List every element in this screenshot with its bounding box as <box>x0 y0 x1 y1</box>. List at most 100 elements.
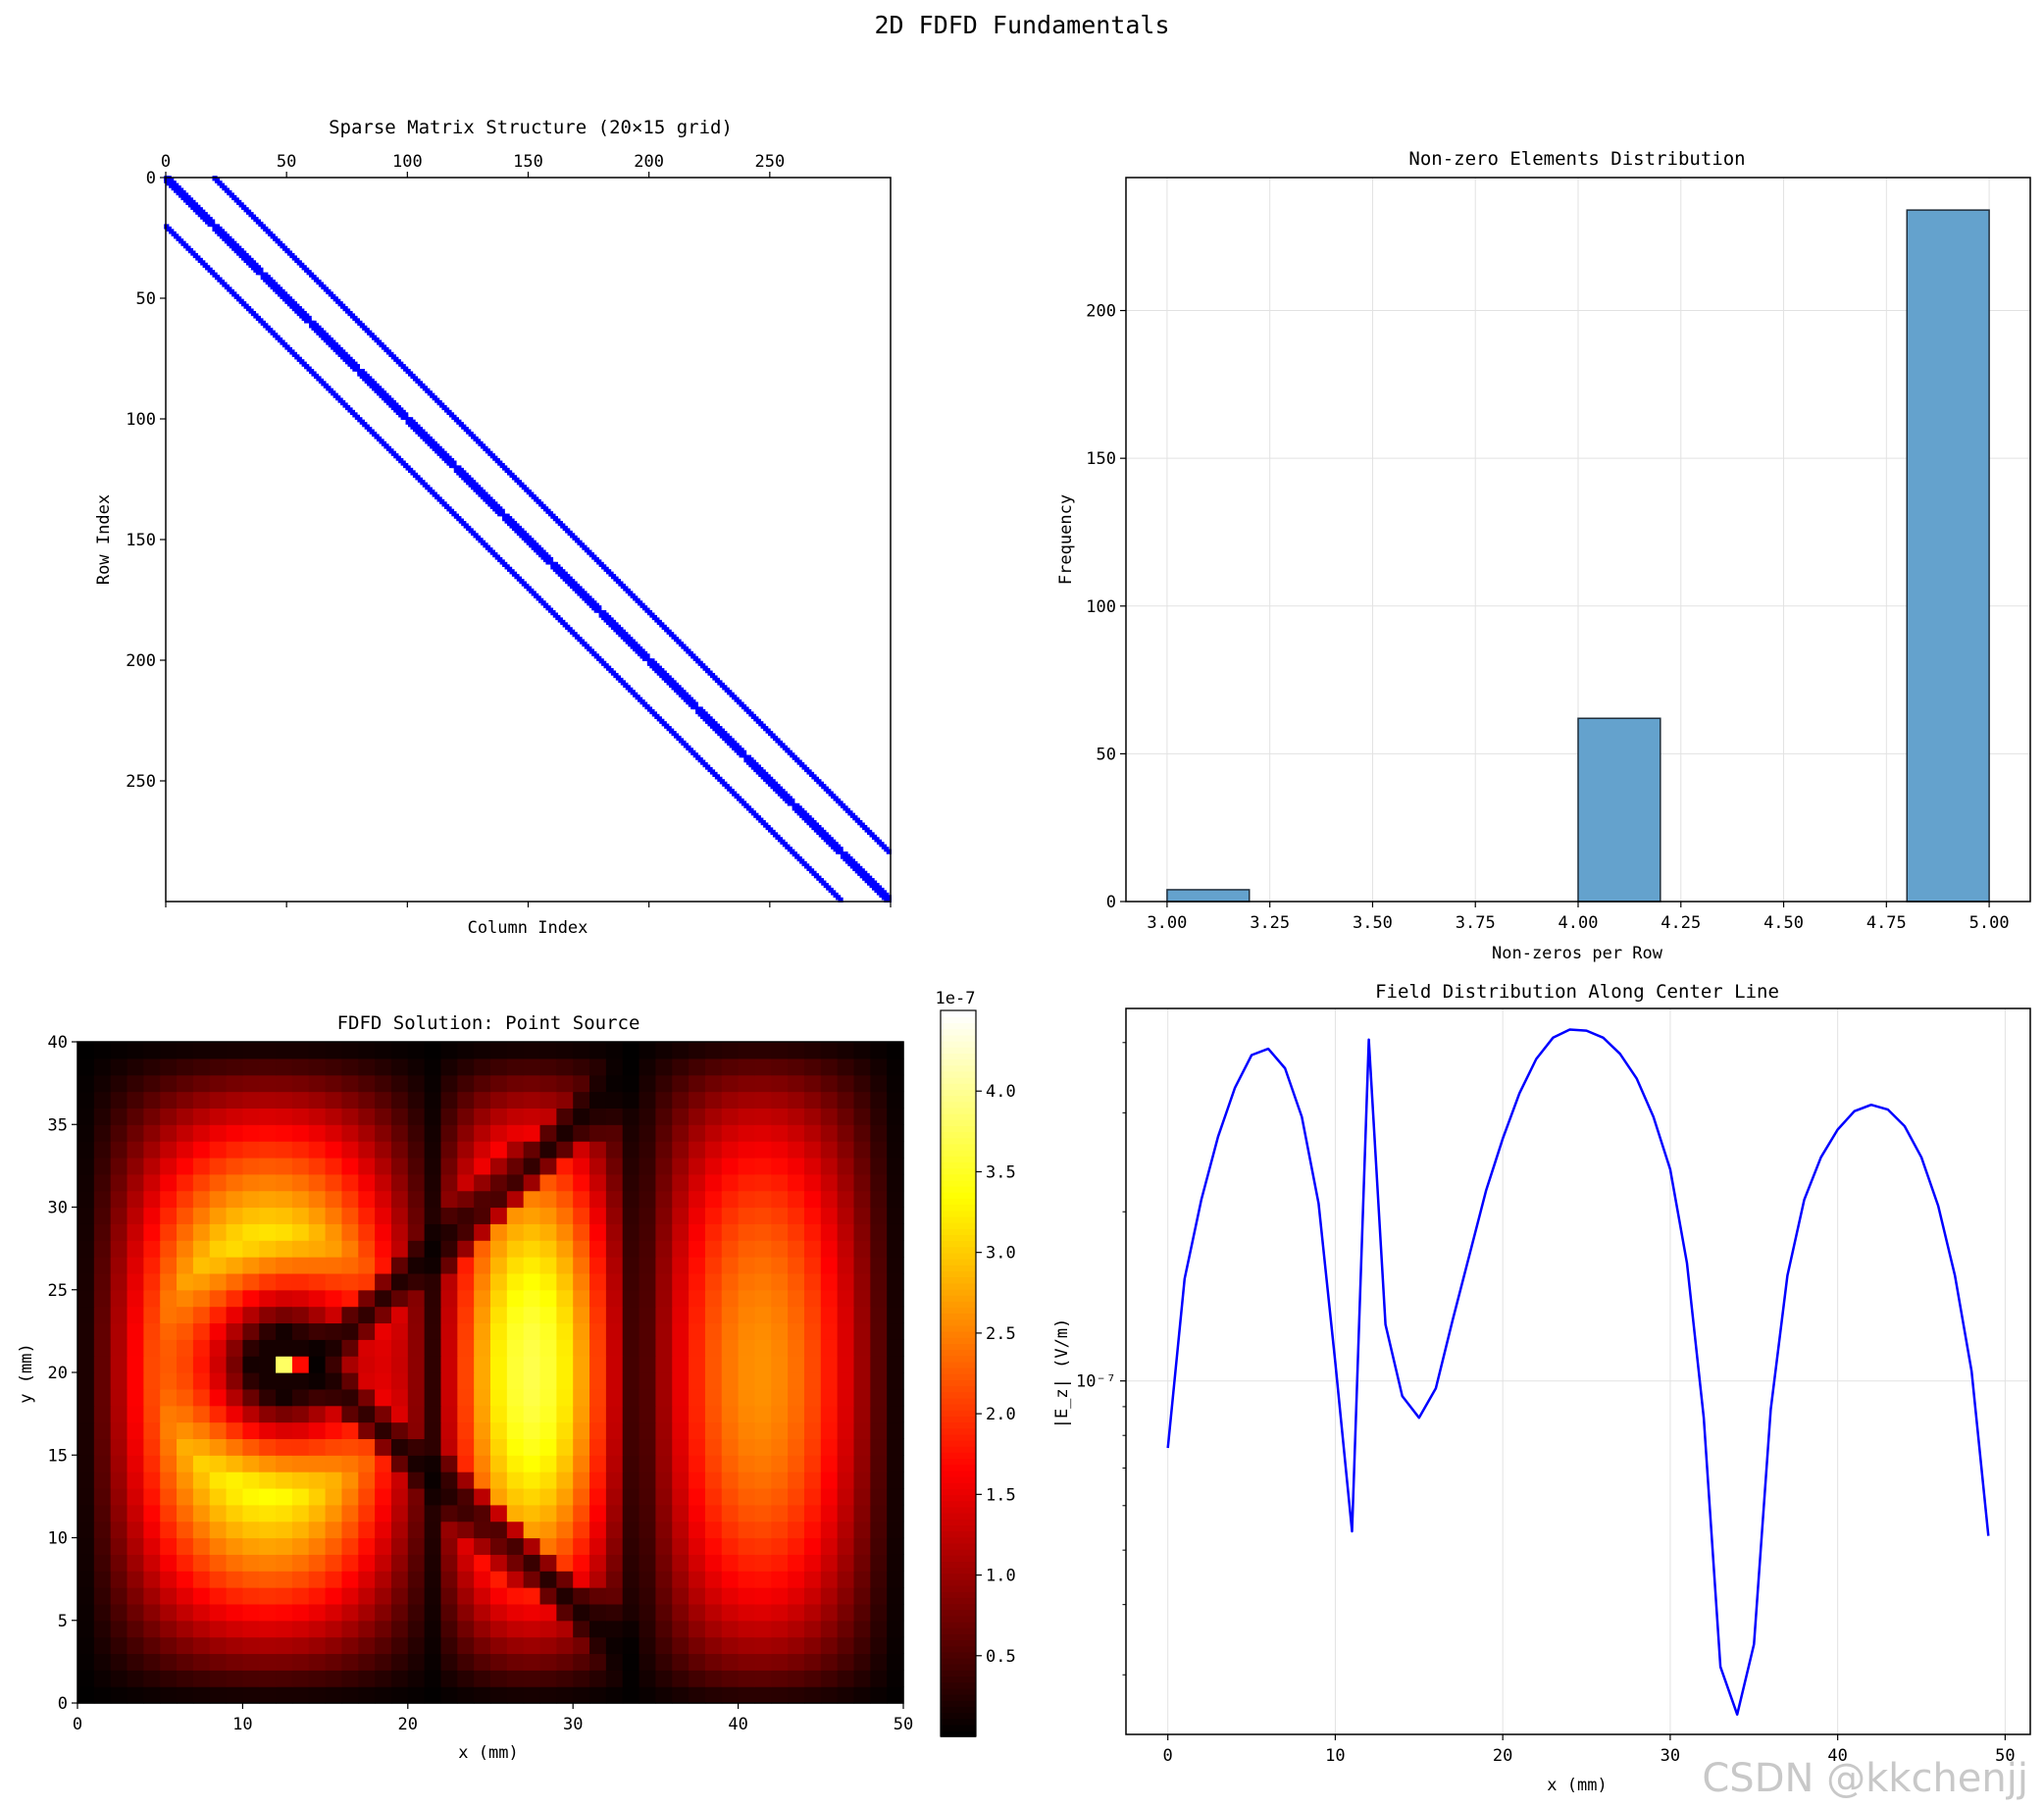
heatmap-cell <box>820 1455 839 1472</box>
heatmap-cell <box>308 1471 327 1489</box>
heatmap-cell <box>457 1471 475 1489</box>
heatmap-cell <box>308 1141 327 1159</box>
heatmap-cell <box>539 1438 557 1456</box>
heatmap-cell <box>622 1686 640 1704</box>
colorbar-segment <box>941 1584 976 1592</box>
heatmap-cell <box>160 1091 178 1109</box>
colorbar-segment <box>941 1107 976 1114</box>
heatmap-cell <box>276 1653 293 1671</box>
heatmap-cell <box>110 1455 128 1472</box>
heatmap-cell <box>424 1091 442 1109</box>
heatmap-cell <box>803 1438 822 1456</box>
heatmap-cell <box>506 1141 525 1159</box>
heatmap-cell <box>738 1487 756 1506</box>
heatmap-cell <box>622 1537 640 1555</box>
heatmap-cell <box>143 1421 161 1439</box>
heatmap-cell <box>177 1571 194 1588</box>
colorbar-segment <box>941 1475 976 1483</box>
heatmap-cell <box>276 1571 293 1588</box>
heatmap-cell <box>259 1537 277 1555</box>
heatmap-cell <box>160 1504 178 1523</box>
heatmap-cell <box>622 1257 640 1274</box>
heatmap-cell <box>474 1074 491 1093</box>
heatmap-cell <box>523 1207 541 1224</box>
heatmap-cell <box>192 1356 211 1373</box>
heatmap-cell <box>259 1306 277 1324</box>
heatmap-cell <box>803 1272 822 1291</box>
heatmap-cell <box>440 1686 458 1704</box>
heatmap-cell <box>143 1223 161 1241</box>
colorbar-segment <box>941 1542 976 1550</box>
heatmap-cell <box>474 1042 491 1059</box>
heatmap-cell <box>341 1240 359 1258</box>
heatmap-cell <box>639 1108 656 1125</box>
heatmap-cell <box>704 1487 723 1506</box>
heatmap-cell <box>853 1471 871 1489</box>
heatmap-cell <box>291 1487 310 1506</box>
heatmap-cell <box>803 1653 822 1671</box>
y-tick-label: 50 <box>1097 745 1116 764</box>
heatmap-cell <box>556 1306 574 1324</box>
heatmap-cell <box>490 1289 508 1308</box>
heatmap-cell <box>110 1289 128 1308</box>
heatmap-cell <box>689 1620 706 1638</box>
colorbar-segment <box>941 1022 976 1030</box>
heatmap-cell <box>259 1091 277 1109</box>
heatmap-cell <box>837 1438 855 1456</box>
heatmap-cell <box>622 1554 640 1572</box>
heatmap-cell <box>110 1042 128 1059</box>
colorbar-segment <box>941 1246 976 1254</box>
heatmap-cell <box>457 1438 475 1456</box>
heatmap-cell <box>820 1042 839 1059</box>
x-tick-label: 20 <box>398 1715 418 1734</box>
heatmap-cell <box>506 1603 525 1622</box>
heatmap-cell <box>738 1421 756 1439</box>
heatmap-cell <box>407 1504 426 1523</box>
heatmap-cell <box>177 1042 194 1059</box>
heatmap-cell <box>771 1141 789 1159</box>
heatmap-cell <box>424 1405 442 1423</box>
heatmap-cell <box>77 1141 95 1159</box>
heatmap-cell <box>242 1141 260 1159</box>
heatmap-cell <box>556 1686 574 1704</box>
heatmap-cell <box>573 1272 590 1291</box>
heatmap-cell <box>407 1587 426 1605</box>
heatmap-cell <box>192 1554 211 1572</box>
heatmap-cell <box>523 1421 541 1439</box>
heatmap-cell <box>177 1438 194 1456</box>
heatmap-cell <box>788 1653 805 1671</box>
heatmap-cell <box>870 1157 888 1175</box>
heatmap-cell <box>407 1636 426 1655</box>
field-magnitude-line <box>1166 1028 1990 1716</box>
heatmap-cell <box>390 1240 409 1258</box>
heatmap-cell <box>160 1257 178 1274</box>
heatmap-cell <box>308 1504 327 1523</box>
heatmap-cell <box>490 1124 508 1142</box>
heatmap-cell <box>325 1339 343 1357</box>
heatmap-cell <box>721 1372 740 1390</box>
heatmap-cell <box>622 1571 640 1588</box>
colorbar-tick-label: 1.0 <box>986 1567 1016 1586</box>
heatmap-cell <box>77 1240 95 1258</box>
heatmap-cell <box>490 1653 508 1671</box>
heatmap-cell <box>605 1339 624 1357</box>
heatmap-cell <box>110 1421 128 1439</box>
heatmap-cell <box>440 1042 458 1059</box>
heatmap-cell <box>407 1388 426 1407</box>
heatmap-cell <box>738 1091 756 1109</box>
heatmap-cell <box>358 1223 376 1241</box>
heatmap-cell <box>622 1620 640 1638</box>
heatmap-cell <box>358 1455 376 1472</box>
heatmap-cell <box>738 1455 756 1472</box>
heatmap-cell <box>622 1636 640 1655</box>
heatmap-cell <box>523 1521 541 1539</box>
heatmap-cell <box>490 1686 508 1704</box>
heatmap-cell <box>639 1223 656 1241</box>
colorbar-segment <box>941 1228 976 1235</box>
colorbar-segment <box>941 1131 976 1139</box>
heatmap-cell <box>308 1124 327 1142</box>
heatmap-cell <box>490 1571 508 1588</box>
heatmap-cell <box>77 1487 95 1506</box>
heatmap-cell <box>771 1223 789 1241</box>
sparsity-xlabel: Column Index <box>468 918 588 938</box>
